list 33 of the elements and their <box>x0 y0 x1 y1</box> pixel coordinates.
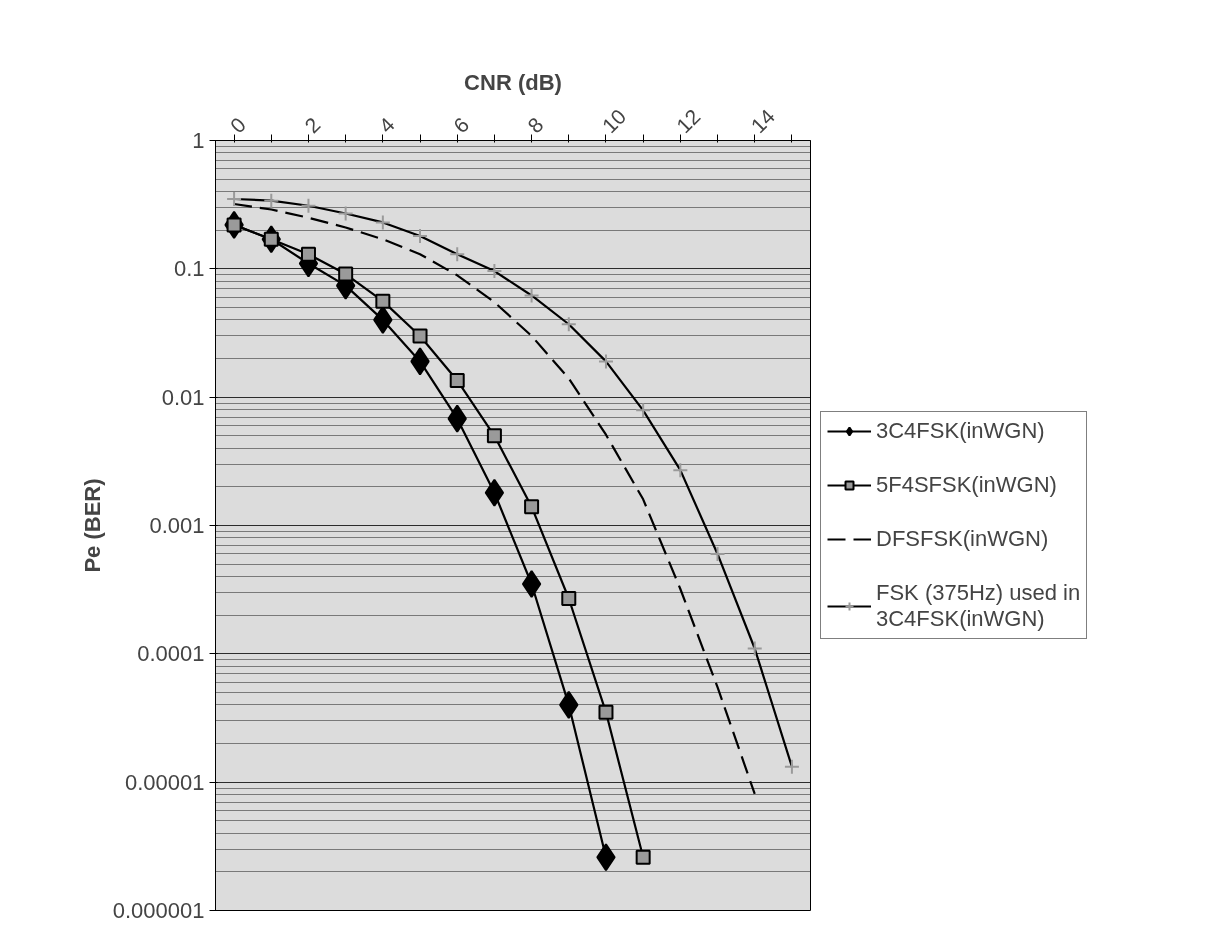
legend-label: 5F4SFSK(inWGN) <box>876 472 1057 498</box>
legend-label: 3C4FSK(inWGN) <box>876 418 1045 444</box>
y-tick-label: 0.001 <box>149 513 205 538</box>
point <box>635 849 651 865</box>
point <box>484 478 505 507</box>
point <box>338 266 354 282</box>
y-tick-label: 0.0001 <box>137 641 205 667</box>
point <box>598 704 614 720</box>
x-tick-label: 14 <box>746 104 780 138</box>
legend-label: FSK (375Hz) used in 3C4FSK(inWGN) <box>876 580 1081 632</box>
x-tick-label: 6 <box>448 112 474 138</box>
y-tick-label: 0.000001 <box>112 898 205 923</box>
x-tick-label: 2 <box>299 112 325 138</box>
x-tick-label: 0 <box>225 112 251 138</box>
point <box>375 293 391 309</box>
x-tick-label: 4 <box>374 112 400 138</box>
y-axis-title: Pe (BER) <box>79 478 105 573</box>
y-tick-label: 1 <box>192 128 205 153</box>
point <box>300 246 316 262</box>
point <box>561 590 577 606</box>
point <box>486 428 502 444</box>
y-tick-label: 0.01 <box>161 384 205 410</box>
point <box>521 570 542 599</box>
point <box>412 328 428 344</box>
x-tick-label: 10 <box>597 104 631 138</box>
x-tick-label: 8 <box>523 112 548 138</box>
y-tick-label: 0.1 <box>173 256 205 282</box>
point <box>524 499 540 515</box>
point <box>449 372 465 388</box>
legend-label: DFSFSK(inWGN) <box>876 526 1049 552</box>
x-tick-label: 12 <box>671 104 705 138</box>
x-axis-title: CNR (dB) <box>464 70 562 96</box>
y-tick-label: 0.00001 <box>124 769 205 795</box>
